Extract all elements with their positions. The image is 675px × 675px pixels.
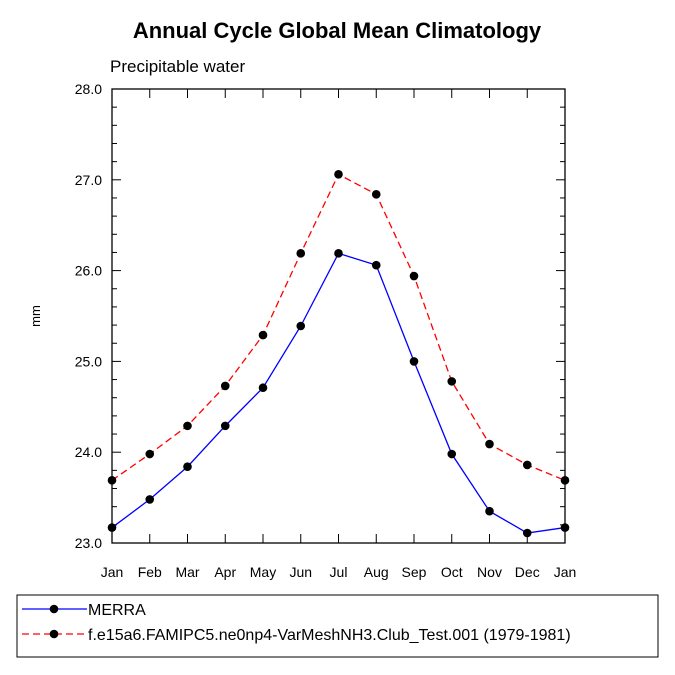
data-point bbox=[485, 506, 494, 516]
y-tick-label: 23.0 bbox=[75, 535, 102, 551]
plot-frame bbox=[111, 88, 566, 544]
legend-marker bbox=[49, 629, 59, 639]
data-point bbox=[371, 260, 381, 270]
legend-label: MERRA bbox=[88, 602, 146, 619]
legend: MERRA f.e15a6.FAMIPC5.ne0np4-VarMeshNH3.C… bbox=[22, 602, 571, 644]
data-point bbox=[145, 495, 155, 504]
chart-subtitle: Precipitable water bbox=[110, 57, 245, 76]
y-tick-label: 27.0 bbox=[75, 172, 102, 188]
x-tick-label: Sep bbox=[402, 564, 427, 580]
x-tick-label: Nov bbox=[477, 564, 502, 580]
data-point bbox=[371, 190, 381, 199]
data-point bbox=[447, 377, 457, 386]
data-point bbox=[107, 523, 117, 532]
data-point bbox=[183, 462, 192, 472]
data-point bbox=[258, 383, 268, 393]
x-tick-label: Apr bbox=[214, 564, 236, 580]
legend-marker bbox=[49, 604, 59, 614]
series-group bbox=[107, 170, 570, 538]
x-tick-label: May bbox=[250, 564, 276, 580]
x-tick-label: Jul bbox=[330, 564, 348, 580]
axis-ticks bbox=[111, 88, 566, 544]
data-point bbox=[522, 460, 532, 470]
x-tick-label: Mar bbox=[175, 564, 199, 580]
x-tick-label: Dec bbox=[515, 564, 540, 580]
data-point bbox=[334, 170, 343, 179]
data-point bbox=[220, 381, 230, 391]
y-tick-labels: 23.0 24.0 25.0 26.0 27.0 28.0 bbox=[75, 81, 102, 551]
legend-box bbox=[16, 594, 659, 658]
data-point bbox=[258, 330, 268, 340]
data-point bbox=[107, 476, 117, 485]
data-point bbox=[560, 523, 570, 532]
data-point bbox=[334, 249, 343, 258]
y-tick-label: 25.0 bbox=[75, 353, 102, 369]
x-tick-label: Oct bbox=[441, 564, 463, 580]
data-point bbox=[485, 439, 494, 449]
series-line-1 bbox=[111, 173, 566, 481]
x-tick-label: Jun bbox=[289, 564, 312, 580]
x-tick-label: Aug bbox=[364, 564, 389, 580]
data-point bbox=[296, 321, 306, 331]
x-tick-labels: Jan Feb Mar Apr May Jun Jul Aug Sep Oct Nov Dec Jan bbox=[101, 564, 577, 580]
data-point bbox=[296, 249, 306, 258]
x-tick-label: Jan bbox=[101, 564, 124, 580]
data-point bbox=[447, 449, 457, 459]
data-point bbox=[522, 528, 532, 538]
data-point bbox=[145, 449, 155, 459]
x-tick-label: Jan bbox=[554, 564, 577, 580]
x-tick-label: Feb bbox=[138, 564, 162, 580]
y-tick-label: 26.0 bbox=[75, 263, 102, 279]
y-tick-label: 28.0 bbox=[75, 81, 102, 97]
y-axis-label: mm bbox=[28, 305, 43, 327]
chart-title: Annual Cycle Global Mean Climatology bbox=[133, 18, 542, 43]
y-tick-label: 24.0 bbox=[75, 444, 102, 460]
data-point bbox=[560, 476, 570, 485]
data-point bbox=[409, 271, 419, 281]
series-line-0 bbox=[111, 252, 566, 534]
legend-label: f.e15a6.FAMIPC5.ne0np4-VarMeshNH3.Club_T… bbox=[88, 627, 571, 644]
data-point bbox=[409, 357, 419, 366]
data-point bbox=[220, 421, 230, 431]
data-point bbox=[183, 421, 192, 431]
